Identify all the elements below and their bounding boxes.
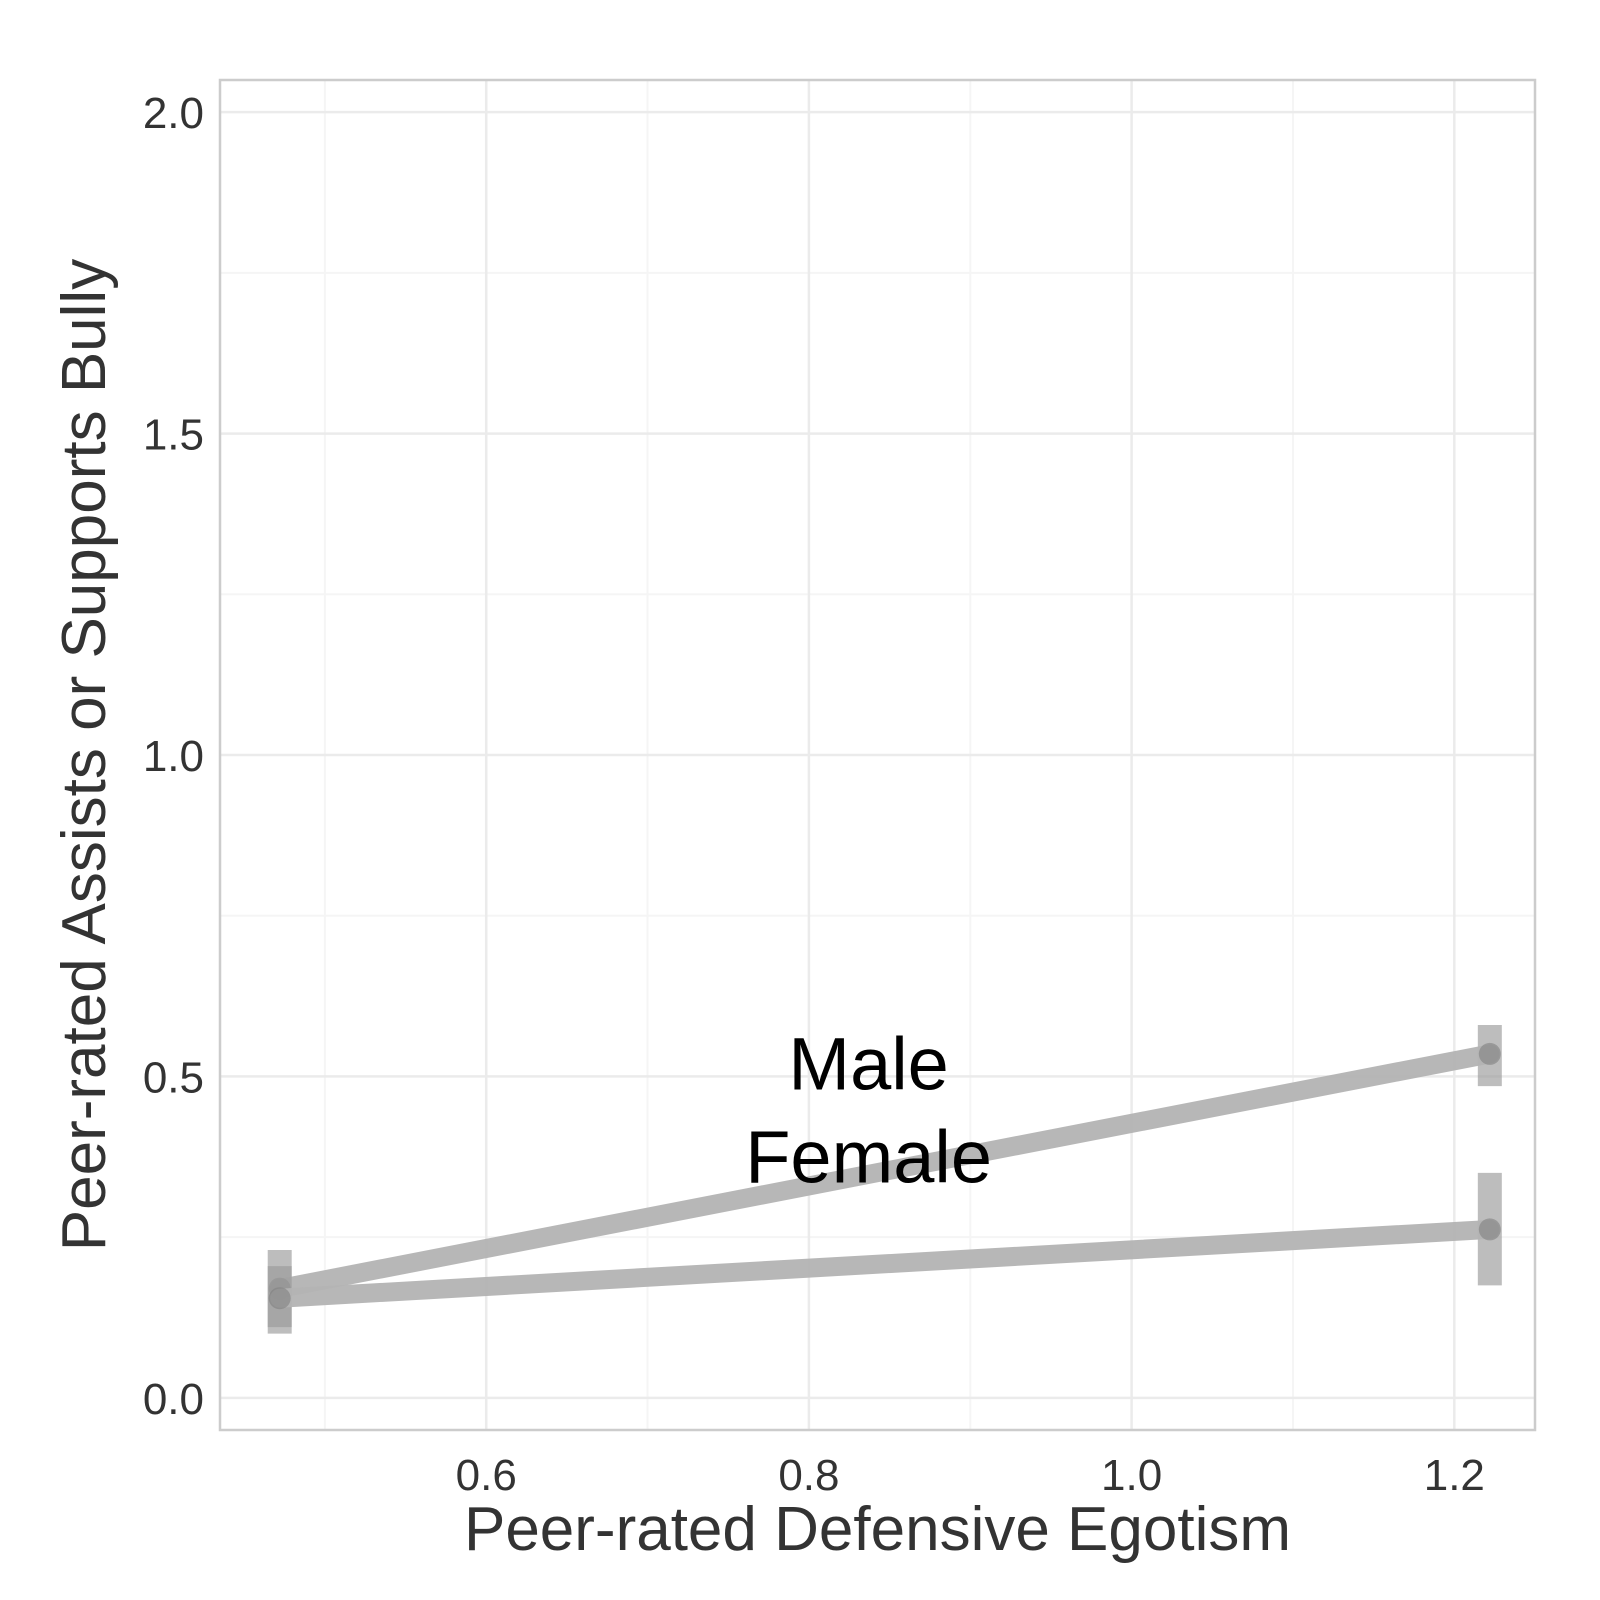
- annotation-male: Male: [788, 1022, 948, 1105]
- y-tick-label: 2.0: [143, 89, 204, 138]
- series-line: [270, 1044, 1500, 1299]
- x-tick-labels: 0.6 0.8 1.0 1.2: [456, 1451, 1485, 1500]
- y-tick-labels: 0.0 0.5 1.0 1.5 2.0: [143, 89, 204, 1424]
- data-point: [1478, 1218, 1501, 1241]
- y-axis-title: Peer-rated Assists or Supports Bully: [50, 259, 119, 1251]
- series-female: [267, 1172, 1502, 1334]
- series-line: [270, 1219, 1500, 1308]
- data-point: [1478, 1042, 1501, 1065]
- y-tick-label: 0.5: [143, 1053, 204, 1102]
- data-point: [268, 1287, 291, 1310]
- x-tick-label: 0.8: [778, 1451, 839, 1500]
- y-tick-label: 1.5: [143, 411, 204, 460]
- y-tick-label: 1.0: [143, 732, 204, 781]
- x-axis-title: Peer-rated Defensive Egotism: [464, 1495, 1291, 1564]
- x-tick-label: 0.6: [456, 1451, 517, 1500]
- x-tick-label: 1.2: [1424, 1451, 1485, 1500]
- annotation-female: Female: [745, 1116, 992, 1199]
- x-tick-label: 1.0: [1101, 1451, 1162, 1500]
- y-tick-label: 0.0: [143, 1375, 204, 1424]
- series-layer: [267, 1025, 1502, 1334]
- panel-border: [218, 78, 1537, 1432]
- annotations: Male Female: [745, 1022, 992, 1198]
- grid-major: [220, 80, 1535, 1430]
